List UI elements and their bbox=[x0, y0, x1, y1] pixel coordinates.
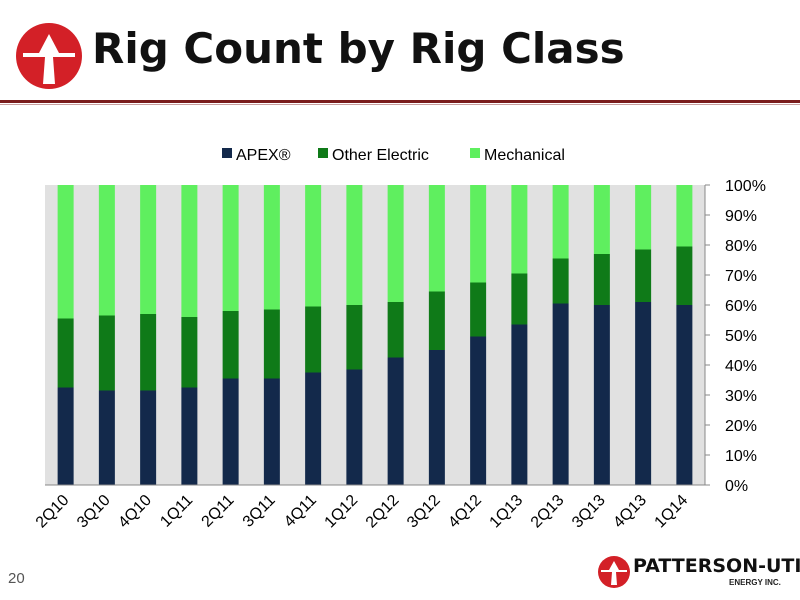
bar-segment-apex bbox=[511, 324, 528, 485]
bar-segment-other-electric bbox=[552, 258, 569, 304]
y-tick-label: 90% bbox=[725, 208, 757, 225]
legend-label: Other Electric bbox=[332, 147, 429, 164]
bar-segment-mechanical bbox=[140, 185, 157, 314]
x-tick-label: 4Q10 bbox=[115, 492, 155, 532]
bar-segment-other-electric bbox=[346, 305, 363, 370]
bar-segment-mechanical bbox=[57, 185, 74, 319]
bar-segment-other-electric bbox=[511, 273, 528, 325]
y-tick-label: 80% bbox=[725, 238, 757, 255]
x-tick-label: 3Q11 bbox=[240, 492, 279, 531]
bar-segment-mechanical bbox=[387, 185, 404, 302]
bar-segment-apex bbox=[593, 305, 610, 485]
bar-segment-other-electric bbox=[387, 302, 404, 358]
y-tick-label: 50% bbox=[725, 328, 757, 345]
x-tick-label: 2Q12 bbox=[363, 492, 403, 532]
x-tick-label: 1Q13 bbox=[487, 492, 527, 532]
bar-segment-apex bbox=[470, 336, 487, 485]
bar-segment-other-electric bbox=[140, 314, 157, 391]
page-number: 20 bbox=[8, 570, 25, 587]
slide-title: Rig Count by Rig Class bbox=[92, 24, 625, 73]
bar-segment-apex bbox=[346, 369, 363, 485]
bar-segment-mechanical bbox=[305, 185, 322, 307]
y-tick-label: 0% bbox=[725, 478, 748, 495]
bar-segment-mechanical bbox=[676, 185, 693, 247]
bar-segment-mechanical bbox=[635, 185, 652, 250]
x-tick-label: 3Q13 bbox=[569, 492, 609, 532]
bar-segment-other-electric bbox=[676, 246, 693, 305]
y-tick-label: 70% bbox=[725, 268, 757, 285]
bar-segment-apex bbox=[305, 372, 322, 485]
legend-swatch bbox=[318, 148, 328, 158]
bar-segment-other-electric bbox=[263, 309, 280, 379]
footer-logo-icon bbox=[598, 556, 630, 588]
legend-label: Mechanical bbox=[484, 147, 565, 164]
y-tick-label: 100% bbox=[725, 178, 766, 195]
bar-segment-other-electric bbox=[428, 291, 445, 350]
x-tick-label: 1Q14 bbox=[652, 492, 692, 532]
bar-segment-mechanical bbox=[181, 185, 198, 317]
x-tick-label: 4Q12 bbox=[445, 492, 485, 532]
x-tick-label: 1Q11 bbox=[157, 492, 196, 531]
bar-segment-apex bbox=[57, 387, 74, 485]
bar-segment-other-electric bbox=[635, 249, 652, 302]
bar-segment-other-electric bbox=[222, 311, 239, 379]
legend-swatch bbox=[222, 148, 232, 158]
y-tick-label: 10% bbox=[725, 448, 757, 465]
bar-segment-apex bbox=[676, 305, 693, 485]
bar-segment-mechanical bbox=[263, 185, 280, 310]
bar-segment-other-electric bbox=[593, 254, 610, 305]
bar-segment-apex bbox=[428, 350, 445, 485]
bar-segment-apex bbox=[263, 378, 280, 485]
legend-label: APEX® bbox=[236, 147, 291, 164]
bar-segment-other-electric bbox=[57, 318, 74, 388]
bar-segment-mechanical bbox=[470, 185, 487, 283]
bar-segment-apex bbox=[98, 390, 115, 485]
bar-segment-apex bbox=[140, 390, 157, 485]
x-tick-label: 2Q13 bbox=[528, 492, 568, 532]
bar-segment-apex bbox=[635, 302, 652, 485]
legend-swatch bbox=[470, 148, 480, 158]
bar-segment-mechanical bbox=[428, 185, 445, 292]
bar-segment-mechanical bbox=[346, 185, 363, 305]
title-divider bbox=[0, 100, 800, 103]
bar-segment-apex bbox=[387, 357, 404, 485]
title-divider-thin bbox=[0, 104, 800, 105]
footer-logo-name: PATTERSON-UTI bbox=[633, 555, 800, 577]
bar-segment-apex bbox=[222, 378, 239, 485]
x-tick-label: 3Q10 bbox=[74, 492, 114, 532]
y-tick-label: 40% bbox=[725, 358, 757, 375]
x-tick-label: 3Q12 bbox=[404, 492, 444, 532]
bar-segment-apex bbox=[181, 387, 198, 485]
bar-segment-mechanical bbox=[222, 185, 239, 311]
bar-segment-other-electric bbox=[98, 315, 115, 391]
y-tick-label: 60% bbox=[725, 298, 757, 315]
bar-segment-apex bbox=[552, 303, 569, 485]
x-tick-label: 4Q13 bbox=[610, 492, 650, 532]
bar-segment-mechanical bbox=[552, 185, 569, 259]
x-tick-label: 2Q10 bbox=[33, 492, 73, 532]
brand-logo-icon bbox=[16, 23, 82, 89]
bar-segment-other-electric bbox=[181, 317, 198, 388]
x-tick-label: 1Q12 bbox=[322, 492, 362, 532]
footer-logo-sub: ENERGY INC. bbox=[729, 578, 781, 587]
bar-segment-other-electric bbox=[470, 282, 487, 337]
bar-segment-other-electric bbox=[305, 306, 322, 373]
bar-segment-mechanical bbox=[98, 185, 115, 316]
y-tick-label: 30% bbox=[725, 388, 757, 405]
bar-segment-mechanical bbox=[593, 185, 610, 254]
x-tick-label: 2Q11 bbox=[199, 492, 238, 531]
x-tick-label: 4Q11 bbox=[281, 492, 320, 531]
y-tick-label: 20% bbox=[725, 418, 757, 435]
bar-segment-mechanical bbox=[511, 185, 528, 274]
